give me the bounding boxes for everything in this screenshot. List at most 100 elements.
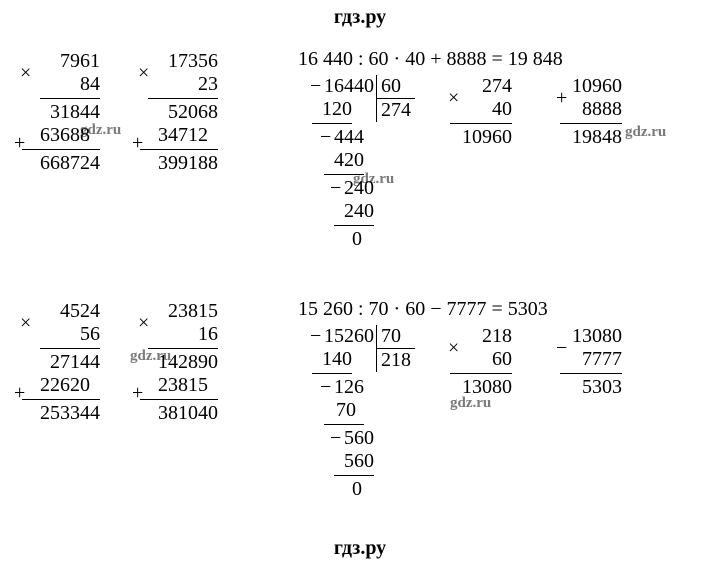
rule <box>560 373 622 374</box>
num: 140 <box>322 348 374 371</box>
rule <box>148 98 218 99</box>
num: 10960 <box>462 126 512 149</box>
num: 19848 <box>572 126 622 149</box>
minus-sign: − <box>320 376 331 399</box>
num: 70 <box>336 399 374 422</box>
num: 399188 <box>158 152 218 175</box>
num: 381040 <box>158 402 218 425</box>
num: 240 <box>344 200 374 223</box>
num: 23815 <box>168 300 218 323</box>
mult-block-d: × + 23815 16 142890 23815 381040 <box>140 300 218 425</box>
num: 52068 <box>168 101 218 124</box>
rule <box>450 123 512 124</box>
num: 17356 <box>168 50 218 73</box>
num: 13080 <box>572 325 622 348</box>
times-sign: × <box>138 62 149 85</box>
mult-block-b: × + 17356 23 52068 34712 399188 <box>140 50 218 175</box>
num: 7961 <box>60 50 100 73</box>
rule <box>312 373 352 374</box>
rule <box>148 348 218 349</box>
num: 16440 <box>324 75 374 98</box>
plus-sign: + <box>14 132 25 155</box>
divisor: 70 <box>376 325 415 349</box>
num: 10960 <box>572 75 622 98</box>
plus-sign: + <box>132 382 143 405</box>
plus-sign: + <box>132 132 143 155</box>
minus-sign: − <box>330 427 341 450</box>
times-sign: × <box>448 337 459 360</box>
num: 142890 <box>158 351 218 374</box>
num: 31844 <box>50 101 100 124</box>
plus-sign: + <box>14 382 25 405</box>
divisor: 60 <box>376 75 415 99</box>
quotient: 218 <box>376 349 415 372</box>
num: 34712 <box>158 124 218 147</box>
num: 240 <box>344 177 374 200</box>
plus-sign: + <box>556 87 567 110</box>
times-sign: × <box>20 312 31 335</box>
rule <box>40 348 100 349</box>
num: 0 <box>352 478 374 501</box>
num: 7777 <box>582 348 622 371</box>
num: 444 <box>334 126 374 149</box>
rule <box>40 98 100 99</box>
rule <box>334 225 374 226</box>
expression-2: 15 260 : 70 · 60 − 7777 = 5303 <box>298 298 548 321</box>
rule <box>334 475 374 476</box>
num: 253344 <box>40 402 100 425</box>
rule <box>22 149 100 150</box>
mult-block-a: × + 7961 84 31844 63688 668724 <box>22 50 100 175</box>
num: 5303 <box>582 376 622 399</box>
num: 120 <box>322 98 374 121</box>
minus-sign: − <box>310 75 321 98</box>
aux-mult-1: × 274 40 10960 <box>450 75 512 149</box>
expression-1: 16 440 : 60 · 40 + 8888 = 19 848 <box>298 48 563 71</box>
minus-sign: − <box>320 126 331 149</box>
rule <box>140 149 218 150</box>
num: 560 <box>344 427 374 450</box>
num: 27144 <box>50 351 100 374</box>
num: 0 <box>352 228 374 251</box>
rule <box>140 399 218 400</box>
aux-add-1: + 10960 8888 19848 <box>560 75 622 149</box>
rule <box>324 174 364 175</box>
num: 15260 <box>324 325 374 348</box>
num: 22620 <box>40 374 100 397</box>
num: 40 <box>492 98 512 121</box>
num: 23815 <box>158 374 218 397</box>
num: 420 <box>334 149 374 172</box>
long-division-2: −15260 140 −126 70 −560 560 0 70 218 <box>310 325 415 501</box>
times-sign: × <box>448 87 459 110</box>
num: 60 <box>492 348 512 371</box>
rule <box>22 399 100 400</box>
rule <box>324 424 364 425</box>
num: 16 <box>198 323 218 346</box>
times-sign: × <box>138 312 149 335</box>
minus-sign: − <box>556 337 567 360</box>
rule <box>312 123 352 124</box>
rule <box>560 123 622 124</box>
num: 4524 <box>60 300 100 323</box>
minus-sign: − <box>330 177 341 200</box>
page-header: гдз.ру <box>0 6 720 29</box>
num: 13080 <box>462 376 512 399</box>
num: 56 <box>80 323 100 346</box>
num: 274 <box>482 75 512 98</box>
mult-block-c: × + 4524 56 27144 22620 253344 <box>22 300 100 425</box>
watermark: gdz.ru <box>625 124 666 141</box>
times-sign: × <box>20 62 31 85</box>
num: 126 <box>334 376 374 399</box>
num: 8888 <box>582 98 622 121</box>
num: 23 <box>198 73 218 96</box>
aux-mult-2: × 218 60 13080 <box>450 325 512 399</box>
long-division-1: −16440 120 −444 420 −240 240 0 60 274 <box>310 75 415 251</box>
num: 560 <box>344 450 374 473</box>
num: 63688 <box>40 124 100 147</box>
page-footer: гдз.ру <box>0 537 720 560</box>
minus-sign: − <box>310 325 321 348</box>
aux-sub-2: − 13080 7777 5303 <box>560 325 622 399</box>
num: 668724 <box>40 152 100 175</box>
num: 218 <box>482 325 512 348</box>
quotient: 274 <box>376 99 415 122</box>
num: 84 <box>80 73 100 96</box>
